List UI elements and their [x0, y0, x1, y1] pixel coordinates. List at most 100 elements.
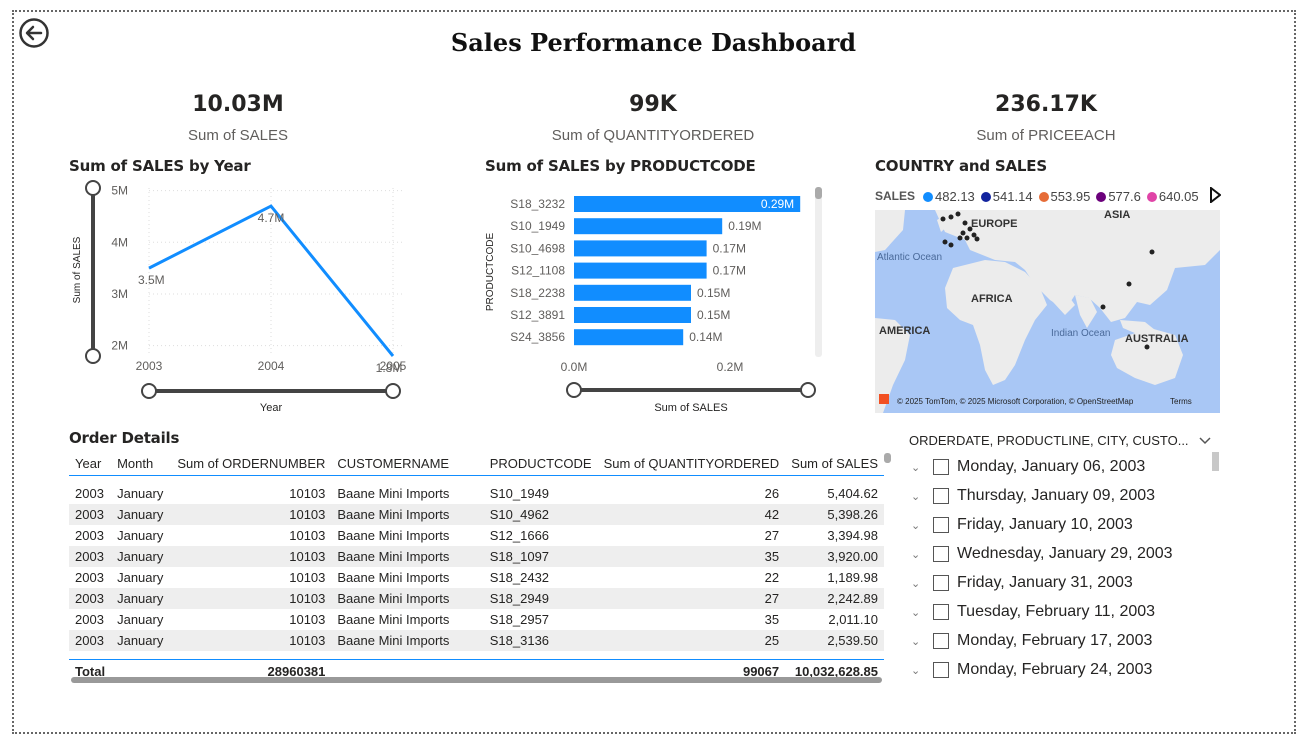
- slicer-item[interactable]: ⌄ Friday, January 10, 2003: [911, 514, 1133, 536]
- x-tick-label: 2003: [136, 359, 163, 373]
- line-chart[interactable]: 2M 3M 4M 5M 2003 2004 2005 3.5M 4.7M 1.8M Year S…: [65, 178, 420, 418]
- column-header[interactable]: PRODUCTCODE: [483, 453, 598, 476]
- checkbox[interactable]: [933, 517, 949, 533]
- sales-line-series[interactable]: [148, 204, 395, 357]
- table-row[interactable]: 2003 January 10103 Baane Mini Imports S18_31…: [69, 630, 884, 651]
- column-header[interactable]: Sum of ORDERNUMBER: [171, 453, 332, 476]
- bar-chart-scrollbar[interactable]: [815, 187, 822, 357]
- cell-ordernumber: 10103: [289, 486, 326, 501]
- data-label: 0.17M: [713, 241, 746, 255]
- order-details-table[interactable]: Year Month Sum of ORDERNUMBER CUSTOMERNA…: [69, 453, 884, 683]
- table-row[interactable]: 2003 January 10103 Baane Mini Imports S18_24…: [69, 567, 884, 588]
- x-range-slider-handle-right[interactable]: [385, 383, 401, 399]
- table-row[interactable]: 2003 January 10103 Baane Mini Imports S12_16…: [69, 525, 884, 546]
- column-header[interactable]: Month: [111, 453, 172, 476]
- slicer-item[interactable]: ⌄ Friday, January 31, 2003: [911, 572, 1133, 594]
- chevron-down-icon[interactable]: ⌄: [911, 635, 921, 648]
- x-range-slider-handle-left[interactable]: [141, 383, 157, 399]
- slicer-scroll-thumb[interactable]: [1212, 452, 1219, 471]
- column-header[interactable]: Year: [69, 453, 112, 476]
- bar-chart[interactable]: S18_3232 0.29M S10_1949 0.19M S10_4698 0.17M S…: [480, 180, 825, 420]
- cell-customer: Baane Mini Imports: [331, 504, 484, 525]
- bar[interactable]: [574, 307, 691, 323]
- table-horizontal-scrollbar[interactable]: [71, 677, 882, 683]
- slicer-item[interactable]: ⌄ Thursday, January 09, 2003: [911, 485, 1155, 507]
- cell-productcode: S12_1666: [489, 528, 550, 543]
- map-legend-item[interactable]: 541.14: [980, 189, 1033, 204]
- legend-next-arrow-icon[interactable]: [1209, 187, 1221, 203]
- map-legend-item[interactable]: 640.05: [1146, 189, 1199, 204]
- checkbox[interactable]: [933, 604, 949, 620]
- chevron-down-icon[interactable]: [1199, 437, 1211, 445]
- column-header[interactable]: Sum of QUANTITYORDERED: [597, 453, 786, 476]
- cell-quantity: 22: [764, 570, 780, 585]
- kpi-card-sales[interactable]: 10.03M Sum of SALES: [88, 92, 388, 144]
- column-header[interactable]: Sum of SALES: [785, 453, 884, 476]
- y-tick-label: 4M: [111, 235, 128, 249]
- slicer-item[interactable]: ⌄ Wednesday, January 29, 2003: [911, 543, 1173, 565]
- map-label-indian-ocean: Indian Ocean: [1051, 328, 1111, 339]
- checkbox[interactable]: [933, 633, 949, 649]
- bar[interactable]: [574, 218, 723, 235]
- cell-month: January: [111, 588, 172, 609]
- back-arrow-icon[interactable]: [18, 17, 50, 49]
- table-row[interactable]: 2003 January 10103 Baane Mini Imports S18_29…: [69, 588, 884, 609]
- y-range-slider-handle-top[interactable]: [85, 180, 101, 196]
- y-tick-label: 2M: [111, 339, 128, 353]
- cell-year: 2003: [75, 528, 104, 543]
- chevron-down-icon[interactable]: ⌄: [911, 577, 921, 590]
- chevron-down-icon[interactable]: ⌄: [911, 606, 921, 619]
- map-canvas[interactable]: ASIA EUROPE Atlantic Ocean AFRICA AMERIC…: [875, 210, 1220, 413]
- bar[interactable]: [574, 284, 691, 301]
- slicer-item[interactable]: ⌄ Monday, February 24, 2003: [911, 659, 1152, 681]
- kpi-card-quantity[interactable]: 99K Sum of QUANTITYORDERED: [503, 92, 803, 144]
- x-range-slider-handle-right[interactable]: [800, 382, 816, 398]
- legend-dot-icon: [1038, 191, 1049, 202]
- chevron-down-icon[interactable]: ⌄: [911, 490, 921, 503]
- checkbox[interactable]: [933, 546, 949, 562]
- bar[interactable]: [574, 240, 707, 257]
- checkbox[interactable]: [933, 575, 949, 591]
- cell-customer: Baane Mini Imports: [331, 588, 484, 609]
- bar[interactable]: [574, 329, 684, 346]
- table-row[interactable]: 2003 January 10103 Baane Mini Imports S10_49…: [69, 504, 884, 525]
- slicer-item[interactable]: ⌄ Tuesday, February 11, 2003: [911, 601, 1155, 623]
- y-range-slider-handle-bottom[interactable]: [85, 348, 101, 364]
- cell-quantity: 35: [764, 612, 780, 627]
- data-label: 0.19M: [728, 219, 761, 233]
- checkbox[interactable]: [933, 488, 949, 504]
- map-label-atlantic: Atlantic Ocean: [877, 252, 942, 263]
- table-row[interactable]: 2003 January 10103 Baane Mini Imports S18_29…: [69, 609, 884, 630]
- bar-chart-scroll-thumb[interactable]: [815, 187, 822, 199]
- bar[interactable]: [574, 196, 801, 212]
- map-terms-link[interactable]: Terms: [1170, 397, 1192, 406]
- slicer-item[interactable]: ⌄ Monday, January 06, 2003: [911, 456, 1145, 478]
- x-axis-title: Year: [260, 402, 283, 414]
- column-header[interactable]: CUSTOMERNAME: [331, 453, 484, 476]
- checkbox[interactable]: [933, 662, 949, 678]
- table-vertical-scroll-thumb[interactable]: [884, 453, 891, 463]
- cell-month: January: [117, 528, 164, 543]
- cell-sales: 3,394.98: [827, 528, 878, 543]
- bar[interactable]: [574, 262, 707, 279]
- table-row[interactable]: 2003 January 10103 Baane Mini Imports S18_10…: [69, 546, 884, 567]
- slicer-header[interactable]: ORDERDATE, PRODUCTLINE, CITY, CUSTO...: [909, 433, 1214, 448]
- chevron-down-icon[interactable]: ⌄: [911, 664, 921, 677]
- chevron-down-icon[interactable]: ⌄: [911, 548, 921, 561]
- chevron-down-icon[interactable]: ⌄: [911, 461, 921, 474]
- checkbox[interactable]: [933, 459, 949, 475]
- cell-month: January: [111, 630, 172, 651]
- map-legend-item[interactable]: 577.6: [1096, 189, 1141, 204]
- kpi-label: Sum of PRICEEACH: [976, 127, 1116, 144]
- kpi-card-priceeach[interactable]: 236.17K Sum of PRICEEACH: [896, 92, 1196, 144]
- chevron-down-icon[interactable]: ⌄: [911, 519, 921, 532]
- category-label: S10_1949: [510, 219, 565, 233]
- dashboard-title: Sales Performance Dashboard: [450, 28, 857, 57]
- map-legend-item[interactable]: 553.95: [1038, 189, 1090, 204]
- map-legend-item[interactable]: 482.13: [923, 189, 975, 204]
- slicer-item[interactable]: ⌄ Monday, February 17, 2003: [911, 630, 1152, 652]
- x-range-slider-handle-left[interactable]: [566, 382, 582, 398]
- cell-ordernumber: 10103: [171, 588, 332, 609]
- table-row[interactable]: 2003 January 10103 Baane Mini Imports S10_19…: [69, 483, 884, 504]
- y-tick-label: 3M: [111, 287, 128, 301]
